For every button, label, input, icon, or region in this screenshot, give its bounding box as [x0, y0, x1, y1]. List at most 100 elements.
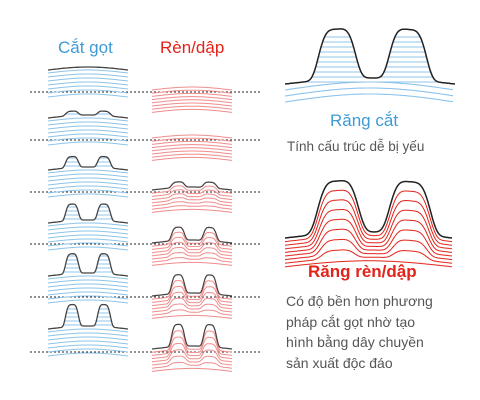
forge-flow-line — [284, 260, 453, 268]
forge-flow-line — [151, 285, 233, 303]
forge-flow-line — [151, 96, 233, 101]
cut-body-line — [47, 89, 129, 94]
cut-body-line — [284, 81, 454, 91]
forge-flow-line — [151, 280, 233, 300]
forge-flow-line — [151, 236, 233, 250]
cut-body-line — [47, 193, 129, 198]
cut-body-line — [47, 181, 129, 186]
cut-stage-outline — [47, 203, 129, 224]
cut-body-line — [47, 344, 129, 349]
forge-flow-line — [151, 156, 233, 161]
forge-tooth-description: Có độ bền hơn phương pháp cắt gọt nhờ tạ… — [286, 291, 433, 373]
cut-body-line — [47, 93, 129, 98]
cut-body-line — [47, 85, 129, 90]
forge-flow-line — [151, 323, 233, 350]
cut-body-line — [47, 69, 129, 74]
forge-flow-line — [151, 247, 233, 257]
cut-body-line — [47, 295, 129, 300]
cut-body-line — [47, 238, 129, 243]
cut-body-line — [47, 173, 129, 178]
forge-flow-line — [284, 238, 453, 261]
forge-flow-line — [151, 349, 233, 363]
cut-body-line — [47, 275, 129, 280]
cut-body-line — [47, 81, 129, 86]
cut-body-line — [47, 328, 129, 333]
cut-body-line — [284, 87, 454, 97]
cut-body-line — [47, 287, 129, 292]
forge-flow-line — [151, 226, 233, 244]
forge-flow-line — [151, 108, 233, 113]
cut-body-line — [47, 129, 129, 134]
forge-flow-line — [151, 89, 233, 94]
cut-body-line — [47, 279, 129, 284]
cut-stage-outline — [47, 303, 129, 330]
forge-stage-outline — [151, 181, 233, 191]
forge-flow-line — [151, 197, 233, 204]
forge-column-heading: Rèn/dập — [160, 38, 225, 57]
forge-flow-line — [151, 134, 233, 139]
cut-body-line — [47, 246, 129, 251]
forge-flow-line — [284, 199, 453, 246]
forge-flow-line — [151, 105, 233, 110]
forge-flow-line — [151, 185, 233, 194]
cut-stage-outline — [47, 66, 129, 71]
cut-body-line — [47, 299, 129, 304]
large-cut-tooth-outline — [284, 28, 456, 85]
forge-flow-line — [151, 241, 233, 254]
cut-body-line — [47, 169, 129, 174]
cut-body-line — [47, 177, 129, 182]
forge-stage-outline — [151, 226, 233, 244]
forge-flow-line — [151, 336, 233, 356]
forge-flow-line — [284, 209, 453, 250]
forge-flow-line — [284, 189, 453, 243]
large-forge-tooth-outline — [284, 180, 453, 239]
cut-column-heading: Cắt gọt — [58, 38, 113, 57]
forge-desc-line: Có độ bền hơn phương — [286, 293, 433, 309]
forge-flow-line — [284, 249, 453, 264]
cut-body-line — [47, 185, 129, 190]
cut-body-line — [284, 93, 454, 103]
forge-flow-line — [151, 137, 233, 142]
cut-body-line — [47, 336, 129, 341]
cut-body-line — [47, 77, 129, 82]
cut-body-line — [47, 226, 129, 231]
forge-flow-line — [151, 257, 233, 263]
forge-flow-line — [151, 205, 233, 210]
forge-flow-line — [151, 150, 233, 155]
cut-body-line — [47, 283, 129, 288]
cut-body-line — [47, 137, 129, 142]
forge-flow-line — [151, 102, 233, 107]
forge-flow-line — [151, 144, 233, 149]
forge-flow-line — [151, 309, 233, 316]
forge-flow-line — [151, 231, 233, 247]
forge-flow-line — [151, 99, 233, 104]
cut-tooth-description: Tính cấu trúc dễ bị yếu — [287, 139, 425, 154]
cut-body-line — [47, 242, 129, 247]
forge-flow-line — [284, 228, 453, 257]
forge-flow-line — [284, 218, 453, 253]
forge-flow-line — [151, 201, 233, 207]
cut-body-line — [47, 234, 129, 239]
cut-body-line — [47, 352, 129, 357]
forge-flow-line — [151, 355, 233, 366]
forge-flow-line — [151, 367, 233, 372]
forge-stage-outline — [151, 274, 233, 297]
cut-body-line — [47, 348, 129, 353]
cut-body-line — [47, 340, 129, 345]
forge-flow-line — [151, 330, 233, 353]
cut-tooth-title: Răng cắt — [330, 111, 399, 130]
cut-body-line — [47, 125, 129, 130]
forge-desc-line: sản xuất độc đáo — [286, 354, 393, 371]
forge-flow-line — [151, 252, 233, 260]
forge-flow-line — [151, 297, 233, 310]
forge-flow-line — [151, 303, 233, 313]
forge-flow-line — [151, 189, 233, 197]
forge-stage-outline — [151, 323, 233, 350]
forge-flow-line — [151, 86, 233, 91]
forge-flow-line — [151, 261, 233, 266]
cut-stage-outline — [47, 110, 129, 119]
forge-flow-line — [151, 208, 233, 213]
forge-desc-line: hình bằng dây chuyền — [286, 334, 424, 350]
forge-tooth-title: Răng rèn/dập — [308, 262, 417, 281]
cut-body-line — [47, 117, 129, 122]
